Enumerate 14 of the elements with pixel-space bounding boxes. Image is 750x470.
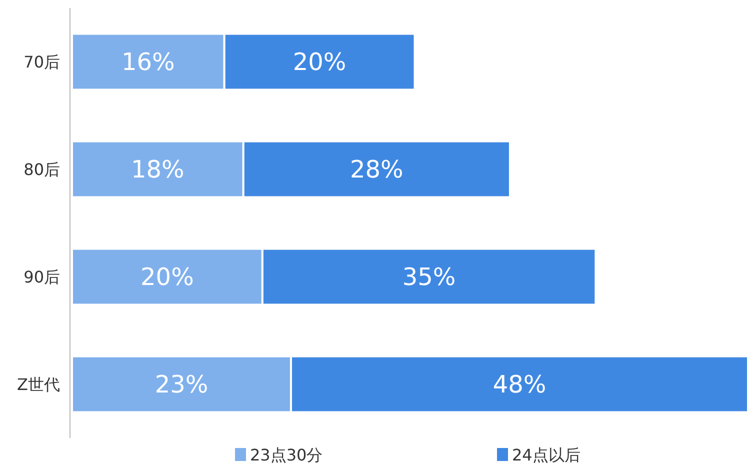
data-label: 20% — [140, 262, 194, 291]
y-tick-label: 70后 — [24, 52, 60, 72]
y-tick-label: 90后 — [24, 267, 60, 286]
data-label: 35% — [402, 262, 456, 291]
data-label: 20% — [292, 48, 346, 76]
data-label: 18% — [131, 155, 184, 184]
data-label: 23% — [154, 370, 208, 398]
data-label: 16% — [121, 48, 175, 76]
legend-label: 23点30分 — [250, 446, 323, 464]
y-tick-label: 80后 — [24, 160, 60, 179]
data-label: 48% — [492, 370, 546, 398]
legend-label: 24点以后 — [512, 446, 580, 464]
data-label: 28% — [350, 155, 404, 184]
y-tick-label: Z世代 — [17, 374, 60, 394]
